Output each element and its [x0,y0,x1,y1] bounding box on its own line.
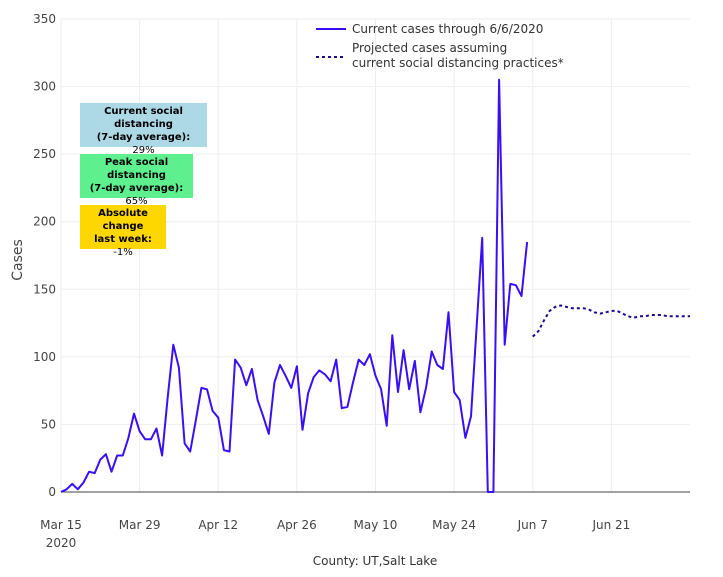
y-tick-labels: 0 50 100 150 200 250 300 350 [33,12,56,499]
x-tick-label: May 24 [432,518,476,532]
current-distancing-label-2: (7-day average): [96,132,191,143]
legend-label-projected-line1: Projected cases assuming [352,41,507,55]
y-tick-label: 200 [33,215,56,229]
x-tick-label: Mar 29 [119,518,161,532]
x-tick-sublabel: 2020 [46,536,77,550]
series-line-current [60,78,529,493]
peak-distancing-label-2: (7-day average): [89,183,184,194]
x-tick-labels: Mar 15 2020 Mar 29 Apr 12 Apr 26 May 10 May 24… [40,518,630,550]
absolute-change-label-2: last week: [94,234,152,245]
peak-distancing-label-1: Peak social distancing [104,157,169,181]
legend-label-current: Current cases through 6/6/2020 [352,22,543,36]
y-tick-label: 250 [33,147,56,161]
peak-distancing-value: 65% [125,196,148,207]
peak-distancing-box: Peak social distancing (7-day average): … [80,154,193,207]
current-distancing-box: Current social distancing (7-day average… [80,103,207,156]
absolute-change-box: Absolute change last week: -1% [80,205,166,258]
legend-label-projected-line2: current social distancing practices* [352,56,564,70]
current-distancing-value: 29% [132,145,155,156]
x-tick-label: Mar 15 [40,518,82,532]
chart-footer: County: UT,Salt Lake [313,554,437,568]
y-tick-label: 300 [33,80,56,94]
absolute-change-label-1: Absolute change [98,208,148,232]
y-tick-label: 150 [33,282,56,296]
x-tick-label: Jun 7 [517,518,548,532]
y-tick-label: 0 [48,485,56,499]
y-tick-label: 50 [41,417,56,431]
x-tick-label: May 10 [354,518,398,532]
current-distancing-label-1: Current social distancing [104,106,183,130]
absolute-change-value: -1% [113,247,133,258]
x-tick-label: Apr 12 [198,518,238,532]
grid-lines [60,18,690,492]
y-axis-title: Cases [10,239,26,281]
legend: Current cases through 6/6/2020 Projected… [316,22,564,70]
x-tick-label: Jun 21 [591,518,630,532]
x-tick-label: Apr 26 [277,518,317,532]
y-tick-label: 350 [33,12,56,26]
y-tick-label: 100 [33,350,56,364]
series-lines [60,78,690,493]
